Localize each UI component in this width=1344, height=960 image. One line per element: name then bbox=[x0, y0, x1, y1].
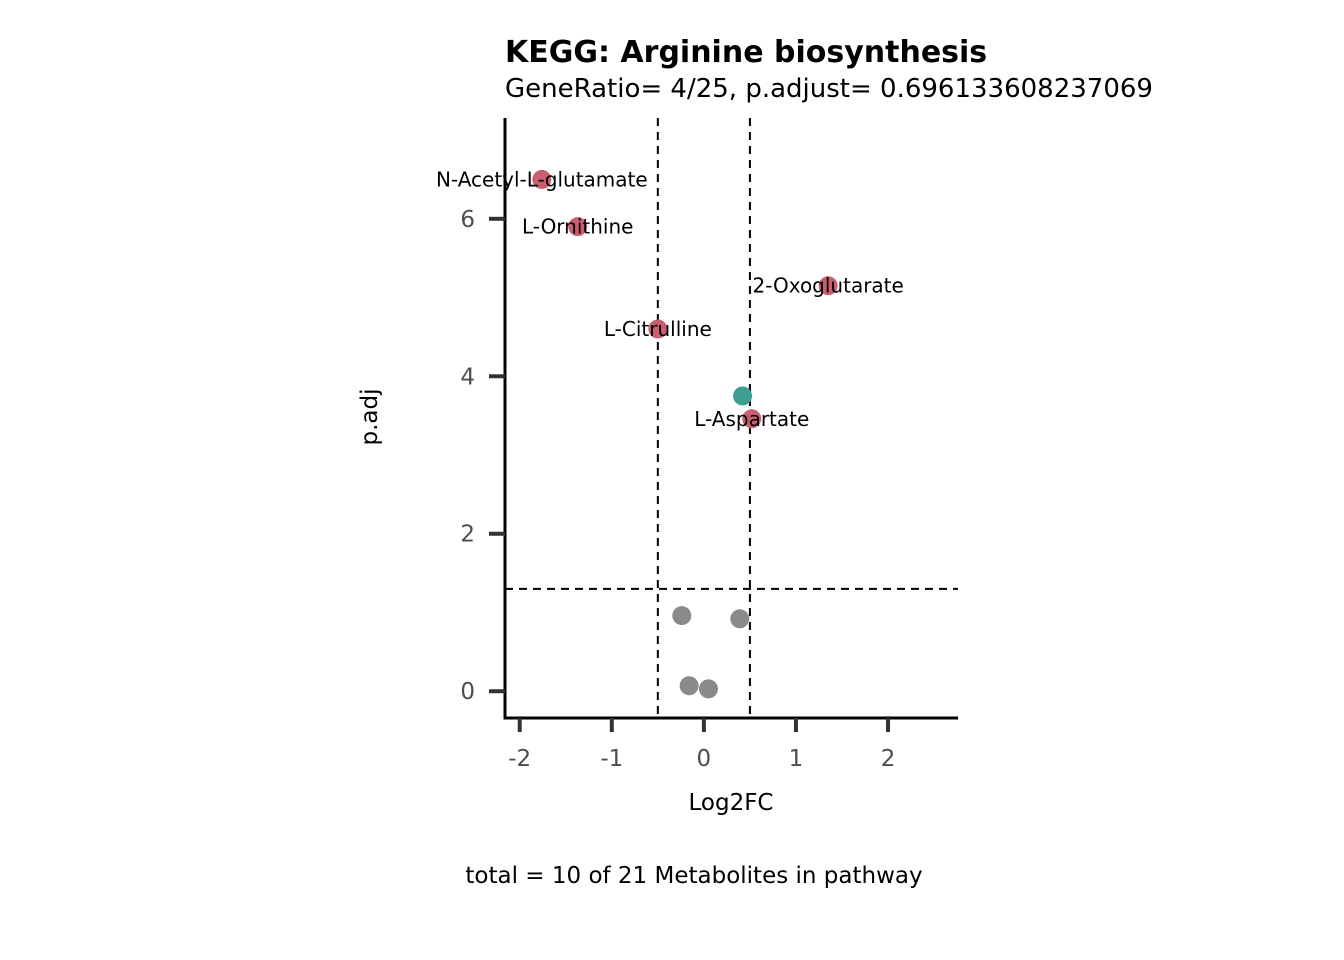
x-tick-label: 0 bbox=[697, 746, 712, 772]
y-tick-label: 2 bbox=[460, 522, 475, 548]
chart-title: KEGG: Arginine biosynthesis bbox=[505, 35, 987, 70]
point-label: L-Aspartate bbox=[694, 407, 809, 431]
data-point bbox=[733, 386, 753, 406]
data-point bbox=[730, 609, 750, 629]
data-points bbox=[532, 169, 838, 699]
data-point bbox=[679, 676, 699, 696]
y-tick-label: 0 bbox=[460, 679, 475, 705]
x-tick-label: 1 bbox=[789, 746, 804, 772]
data-point bbox=[648, 319, 668, 339]
x-tick-label: -1 bbox=[600, 746, 623, 772]
data-point bbox=[742, 409, 762, 429]
data-point bbox=[698, 679, 718, 699]
x-tick-label: -2 bbox=[508, 746, 531, 772]
point-label: 2-Oxoglutarate bbox=[752, 274, 903, 298]
y-tick-label: 4 bbox=[460, 364, 475, 390]
data-point bbox=[568, 217, 588, 237]
x-axis-title: Log2FC bbox=[688, 790, 773, 816]
y-axis-title: p.adj bbox=[357, 389, 383, 446]
y-tick-label: 6 bbox=[460, 207, 475, 233]
point-label: L-Ornithine bbox=[522, 215, 633, 239]
chart-caption: total = 10 of 21 Metabolites in pathway bbox=[465, 863, 922, 889]
point-label: L-Citrulline bbox=[604, 317, 712, 341]
data-point bbox=[532, 169, 552, 189]
point-label: N-Acetyl-L-glutamate bbox=[436, 167, 648, 191]
point-labels: N-Acetyl-L-glutamate L-Ornithine 2-Oxoglut… bbox=[436, 167, 904, 430]
chart-subtitle: GeneRatio= 4/25, p.adjust= 0.69613360823… bbox=[505, 74, 1153, 104]
data-point bbox=[818, 276, 838, 296]
x-tick-label: 2 bbox=[881, 746, 896, 772]
data-point bbox=[672, 606, 692, 626]
axes: -2 -1 0 1 2 0 2 4 6 bbox=[460, 118, 958, 772]
